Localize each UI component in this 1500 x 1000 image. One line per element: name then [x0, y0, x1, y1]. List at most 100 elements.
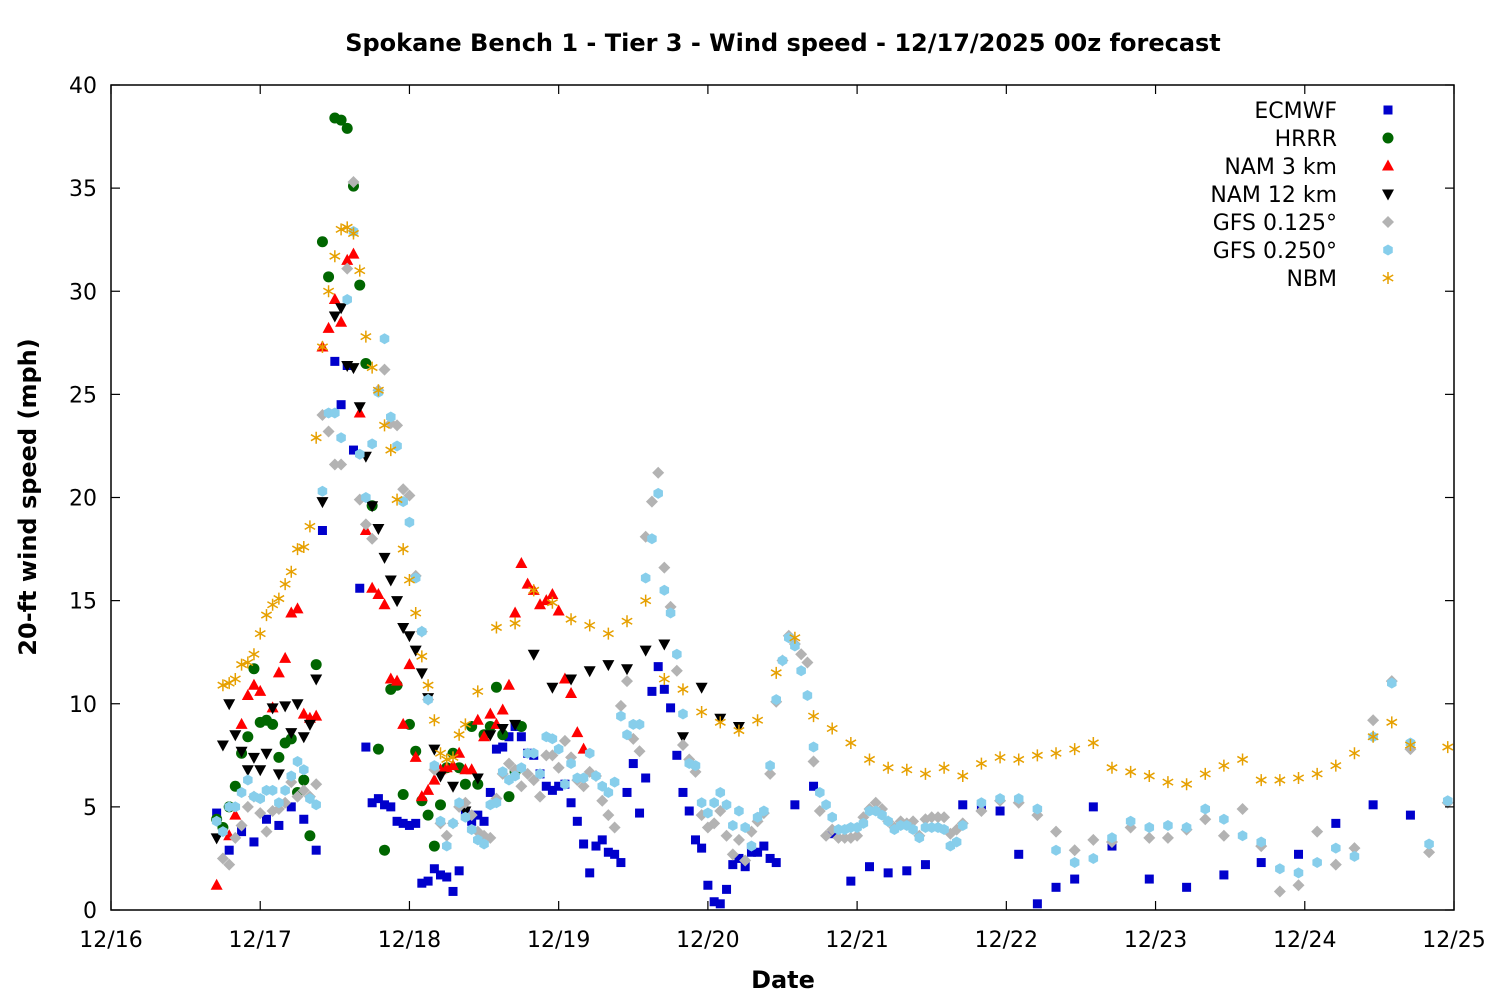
- data-point: [411, 818, 421, 828]
- data-point: [616, 710, 626, 722]
- data-point: [341, 221, 353, 234]
- data-point: [1292, 879, 1305, 892]
- data-point: [951, 836, 962, 848]
- data-point: [291, 790, 304, 803]
- data-point: [498, 742, 508, 752]
- data-point: [243, 774, 253, 786]
- data-point: [583, 666, 596, 678]
- data-point: [378, 598, 391, 610]
- data-point: [428, 714, 440, 727]
- data-point: [397, 622, 410, 634]
- data-point: [1087, 833, 1100, 846]
- data-point: [720, 829, 733, 842]
- data-point: [397, 717, 410, 729]
- data-point: [1107, 832, 1117, 844]
- data-point: [1367, 730, 1379, 743]
- data-point: [1199, 767, 1211, 780]
- data-point: [1405, 810, 1415, 820]
- data-point: [1292, 772, 1305, 784]
- data-point: [367, 798, 377, 808]
- data-point: [279, 701, 292, 713]
- data-point: [1182, 882, 1192, 892]
- data-point: [297, 784, 310, 797]
- data-point: [652, 466, 665, 479]
- data-point: [423, 694, 433, 706]
- legend-marker: [1383, 105, 1393, 115]
- data-point: [216, 852, 229, 865]
- data-point: [1424, 838, 1434, 850]
- data-point: [602, 809, 615, 822]
- data-point: [1032, 803, 1043, 815]
- data-point: [359, 518, 372, 531]
- data-point: [372, 587, 385, 599]
- data-point: [409, 645, 422, 657]
- data-point: [647, 533, 657, 545]
- data-point: [241, 689, 254, 700]
- data-point: [577, 780, 590, 793]
- data-point: [322, 285, 335, 298]
- data-point: [291, 543, 304, 556]
- data-point: [328, 311, 341, 323]
- data-point: [379, 333, 390, 345]
- plot-area: [210, 112, 1454, 909]
- data-point: [249, 837, 259, 847]
- x-tick-label: 12/22: [975, 928, 1038, 953]
- data-point: [546, 596, 558, 609]
- data-point: [328, 293, 341, 304]
- data-point: [770, 666, 782, 679]
- data-point: [428, 744, 441, 756]
- data-point: [1442, 795, 1453, 807]
- data-point: [336, 432, 346, 444]
- data-point: [566, 798, 576, 808]
- data-point: [398, 818, 408, 828]
- data-point: [560, 778, 570, 790]
- data-point: [366, 361, 378, 374]
- data-point: [484, 707, 497, 719]
- data-point: [272, 769, 285, 781]
- data-point: [298, 541, 310, 553]
- data-point: [372, 523, 385, 535]
- data-point: [330, 356, 340, 366]
- data-point: [645, 495, 658, 508]
- data-point: [1236, 753, 1249, 766]
- data-point: [1311, 825, 1324, 838]
- data-point: [310, 778, 323, 791]
- data-point: [653, 662, 663, 672]
- data-point: [1125, 765, 1137, 778]
- data-point: [1087, 736, 1099, 749]
- series-nam-3-km: [210, 247, 590, 890]
- data-point: [241, 800, 254, 813]
- data-point: [216, 740, 229, 752]
- data-point: [1368, 800, 1378, 810]
- data-point: [347, 363, 360, 375]
- data-point: [422, 783, 435, 795]
- data-point: [434, 747, 447, 760]
- data-point: [305, 793, 315, 805]
- data-point: [802, 690, 813, 701]
- data-point: [1068, 844, 1081, 857]
- data-point: [342, 294, 352, 305]
- data-point: [578, 772, 589, 784]
- data-point: [260, 748, 273, 760]
- data-point: [734, 853, 744, 863]
- data-point: [882, 761, 894, 774]
- data-point: [697, 843, 707, 853]
- data-point: [771, 858, 781, 868]
- data-point: [753, 847, 763, 857]
- data-point: [546, 682, 559, 694]
- data-point: [621, 664, 634, 676]
- data-point: [635, 808, 645, 818]
- data-point: [285, 565, 297, 578]
- data-point: [447, 781, 460, 793]
- data-point: [846, 876, 856, 886]
- data-point: [454, 866, 464, 876]
- data-point: [235, 746, 248, 758]
- data-point: [372, 743, 384, 755]
- data-point: [273, 592, 285, 605]
- data-point: [355, 583, 365, 593]
- legend: ECMWF HRRR NAM 3 km NAM 12 km GFS 0.125° GFS …: [1210, 99, 1394, 292]
- data-point: [1275, 863, 1285, 875]
- data-point: [496, 703, 509, 715]
- data-point: [267, 598, 279, 611]
- data-point: [1256, 836, 1266, 848]
